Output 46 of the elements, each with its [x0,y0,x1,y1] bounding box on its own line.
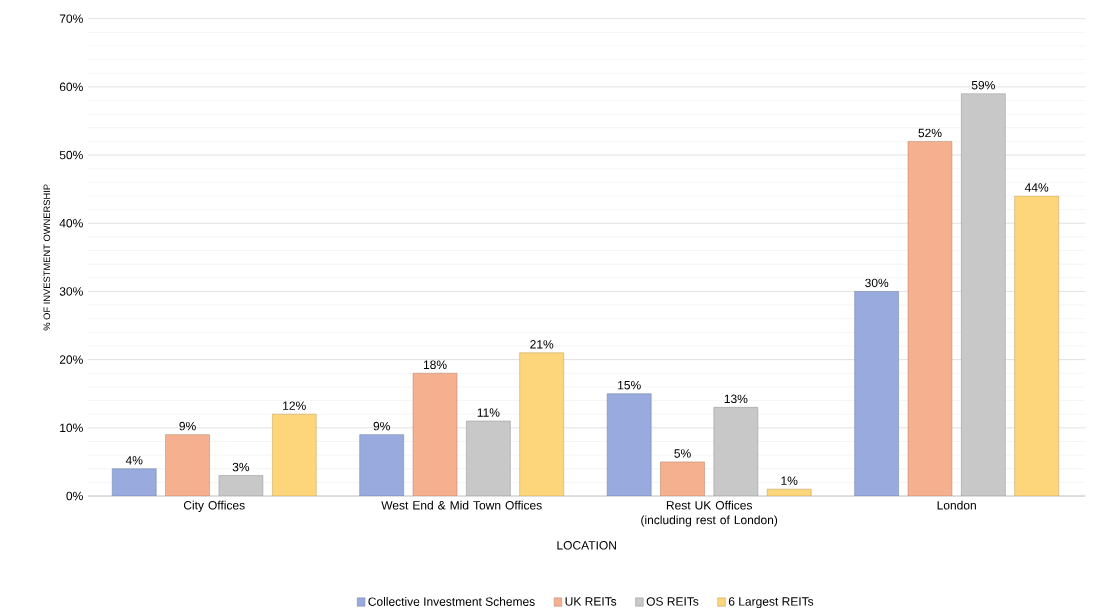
bar [766,488,812,496]
x-tick-label: London [937,500,976,510]
data-label: 9% [373,421,390,431]
bar [271,413,317,496]
data-label: 4% [125,456,143,465]
data-label: 44% [1024,183,1049,192]
bar [359,434,404,496]
bar [1014,195,1059,496]
x-tick-label: Rest UK Offices (including rest of London) [641,500,778,527]
data-label: 11% [477,408,500,417]
bar [165,434,210,496]
y-tick-label: 0% [66,491,83,501]
legend-label: UK REITs [565,597,617,606]
data-label: 21% [530,340,554,349]
bar [660,461,705,496]
data-label: 15% [618,380,641,390]
legend-label: Collective Investment Schemes [368,597,535,606]
bar [412,372,458,496]
x-axis-title: LOCATION [557,541,616,550]
y-tick-label: 40% [59,218,83,228]
bar [907,141,953,496]
legend-label: OS REITs [646,597,699,606]
bar [519,352,564,496]
y-tick-label: 70% [59,14,83,23]
data-label: 5% [674,449,691,458]
y-tick-label: 60% [59,82,83,92]
y-tick-label: 10% [60,423,83,433]
bar [606,393,652,496]
y-tick-label: 20% [59,355,83,364]
x-tick-label: West End & Mid Town Offices [381,500,542,510]
data-label: 9% [179,421,196,431]
bar [854,291,899,496]
y-axis-title: % OF INVESTMENT OWNERSHIP [43,184,51,331]
data-label: 18% [423,360,447,369]
data-label: 30% [865,278,889,288]
data-label: 3% [232,462,250,472]
bar [111,468,157,496]
data-label: 13% [724,394,748,404]
x-tick-label: City Offices [183,500,245,512]
data-label: 1% [781,476,798,485]
legend-label: 6 Largest REITs [728,597,814,609]
data-label: 52% [918,128,942,138]
data-label: 59% [971,80,995,90]
y-tick-label: 30% [59,287,83,296]
data-label: 12% [283,401,306,410]
y-tick-label: 50% [59,150,83,160]
